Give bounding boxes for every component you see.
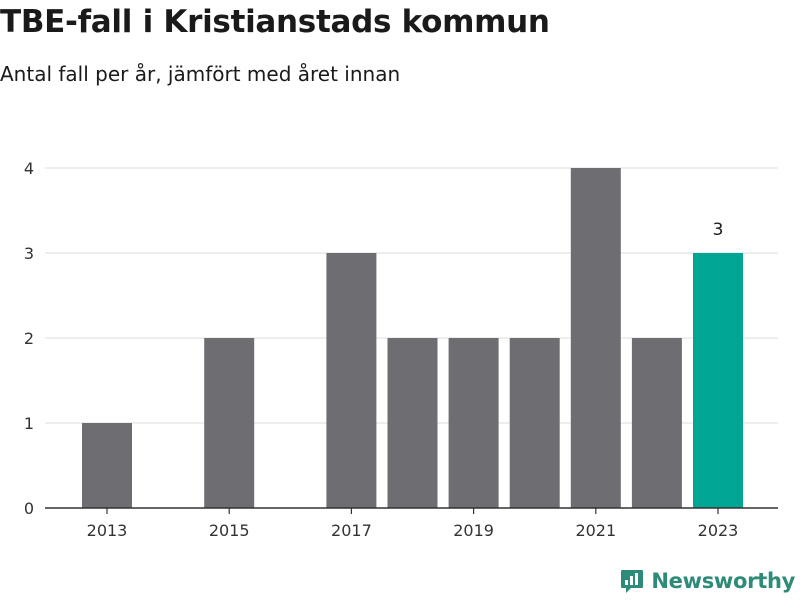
bar xyxy=(570,168,621,508)
bar xyxy=(693,253,743,508)
bar xyxy=(509,338,560,508)
bar xyxy=(387,338,438,508)
x-tick-label: 2013 xyxy=(87,521,128,540)
x-tick-label: 2017 xyxy=(331,521,372,540)
y-tick-label: 2 xyxy=(24,329,34,348)
x-tick-label: 2019 xyxy=(453,521,494,540)
bar xyxy=(326,253,377,508)
y-tick-label: 3 xyxy=(24,244,34,263)
x-tick-label: 2021 xyxy=(575,521,616,540)
bar xyxy=(631,338,682,508)
bar-chart-logo-icon xyxy=(621,570,644,593)
y-tick-label: 0 xyxy=(24,499,34,518)
bar xyxy=(204,338,255,508)
chart-title: TBE-fall i Kristianstads kommun xyxy=(0,4,550,40)
chart-subtitle: Antal fall per år, jämfört med året inna… xyxy=(0,62,401,86)
brand-name: Newsworthy xyxy=(651,569,795,593)
x-tick-label: 2015 xyxy=(209,521,250,540)
bar xyxy=(448,338,499,508)
data-label: 3 xyxy=(713,220,724,240)
x-tick-label: 2023 xyxy=(698,521,739,540)
y-tick-label: 1 xyxy=(24,414,34,433)
y-tick-label: 4 xyxy=(24,159,34,178)
bar xyxy=(82,423,132,508)
brand-logo: Newsworthy xyxy=(619,568,795,594)
